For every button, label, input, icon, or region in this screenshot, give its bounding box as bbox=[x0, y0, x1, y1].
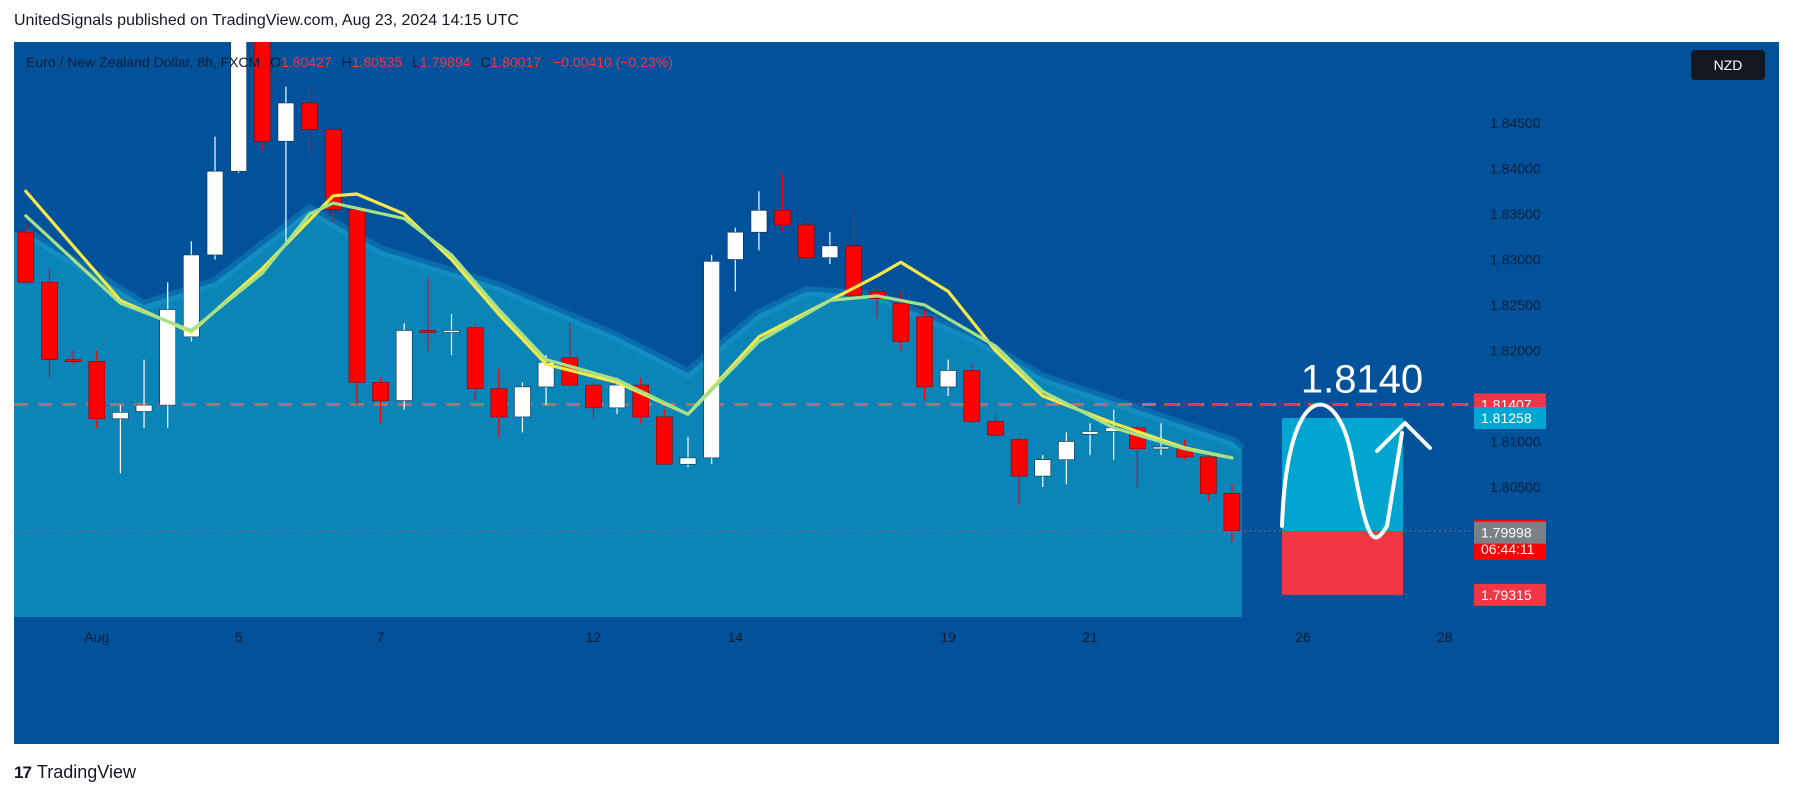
candle-body[interactable] bbox=[348, 209, 366, 383]
candle-body[interactable] bbox=[64, 359, 82, 362]
y-tick-label: 1.83500 bbox=[1490, 206, 1541, 222]
currency-badge[interactable]: NZD bbox=[1691, 50, 1765, 80]
candle-body[interactable] bbox=[135, 404, 153, 412]
candle-body[interactable] bbox=[490, 388, 508, 418]
candle-body[interactable] bbox=[726, 231, 744, 260]
open-label: O bbox=[270, 54, 281, 70]
x-tick-label: 26 bbox=[1295, 629, 1311, 645]
candle-body[interactable] bbox=[443, 330, 460, 333]
y-tick-label: 1.80500 bbox=[1490, 479, 1541, 495]
price-label-box bbox=[1474, 407, 1546, 430]
countdown-label: 06:44:11 bbox=[1481, 541, 1535, 557]
candle-body[interactable] bbox=[987, 421, 1004, 436]
candle-body[interactable] bbox=[159, 309, 176, 406]
close-label: C bbox=[480, 54, 491, 70]
x-tick-label: 7 bbox=[377, 629, 385, 645]
candle-body[interactable] bbox=[372, 382, 389, 401]
symbol-legend: Euro / New Zealand Dollar, 8h, FXCM O1.8… bbox=[26, 54, 673, 70]
candle-body[interactable] bbox=[1223, 493, 1241, 531]
candle-body[interactable] bbox=[301, 102, 318, 130]
price-label-text: 1.81258 bbox=[1481, 410, 1532, 426]
publisher-line: UnitedSignals published on TradingView.c… bbox=[14, 12, 519, 29]
candle-body[interactable] bbox=[41, 281, 58, 360]
candle-body[interactable] bbox=[1200, 456, 1217, 494]
candle-body[interactable] bbox=[324, 129, 342, 210]
candle-body[interactable] bbox=[466, 327, 484, 390]
green-moving-average bbox=[24, 201, 1234, 460]
arrow-up-icon bbox=[1375, 421, 1432, 454]
candle-body[interactable] bbox=[916, 316, 933, 388]
candle-body[interactable] bbox=[183, 254, 200, 338]
candle-body[interactable] bbox=[774, 210, 791, 226]
price-label-box bbox=[1474, 583, 1546, 606]
candle-body[interactable] bbox=[585, 384, 602, 409]
candle-body[interactable] bbox=[17, 231, 35, 283]
candle-body[interactable] bbox=[230, 42, 247, 172]
candle-body[interactable] bbox=[821, 245, 839, 258]
x-tick-label: 28 bbox=[1437, 629, 1453, 645]
x-tick-label: 19 bbox=[940, 629, 956, 645]
candle-body[interactable] bbox=[1058, 441, 1075, 461]
candle-body[interactable] bbox=[797, 224, 815, 258]
price-label-text: 1.79998 bbox=[1481, 525, 1532, 541]
candle-body[interactable] bbox=[939, 370, 957, 388]
x-tick-label: 14 bbox=[728, 629, 744, 645]
candle-body[interactable] bbox=[656, 416, 673, 465]
candle-body[interactable] bbox=[254, 42, 271, 142]
candle-body[interactable] bbox=[277, 102, 295, 142]
y-tick-label: 1.83000 bbox=[1490, 252, 1541, 268]
candle-body[interactable] bbox=[1152, 446, 1170, 450]
candle-body[interactable] bbox=[608, 384, 626, 409]
y-tick-label: 1.82000 bbox=[1490, 343, 1541, 359]
y-tick-label: 1.81000 bbox=[1490, 434, 1541, 450]
x-axis-strip bbox=[14, 617, 1779, 744]
price-chart[interactable]: 1.8140 1.84500 1.84000 1.83500 1.83000 1.8250… bbox=[14, 42, 1779, 744]
candle-body[interactable] bbox=[1010, 439, 1028, 477]
candle-body[interactable] bbox=[679, 457, 697, 465]
candle-body[interactable] bbox=[1081, 431, 1099, 435]
candle-body[interactable] bbox=[112, 412, 129, 420]
x-tick-label: 21 bbox=[1082, 629, 1098, 645]
x-tick-label: 5 bbox=[235, 629, 243, 645]
x-tick-label: 12 bbox=[586, 629, 602, 645]
area-fill bbox=[14, 209, 1242, 617]
tradingview-logo-icon: 17 bbox=[14, 762, 32, 782]
close-value: 1.80017 bbox=[490, 54, 542, 70]
candle-body[interactable] bbox=[1034, 459, 1052, 477]
footer-brand[interactable]: 17 TradingView bbox=[14, 762, 136, 783]
candle-body[interactable] bbox=[963, 370, 981, 422]
envelope-band bbox=[23, 203, 1246, 454]
price-label-box bbox=[1474, 521, 1546, 544]
y-tick-label: 1.84000 bbox=[1490, 161, 1541, 177]
low-label: L bbox=[412, 54, 420, 70]
candle-body[interactable] bbox=[750, 210, 768, 233]
candle-body[interactable] bbox=[514, 386, 531, 418]
candle-body[interactable] bbox=[419, 330, 437, 333]
high-value: 1.80535 bbox=[351, 54, 403, 70]
high-label: H bbox=[341, 54, 352, 70]
open-value: 1.80427 bbox=[281, 54, 332, 70]
candle-body[interactable] bbox=[395, 330, 413, 401]
brand-name: TradingView bbox=[36, 762, 136, 782]
stop-zone-box[interactable] bbox=[1282, 530, 1403, 595]
change-value: −0.00410 (−0.23%) bbox=[553, 54, 673, 70]
price-label-text: 1.79315 bbox=[1481, 587, 1532, 603]
candle-body[interactable] bbox=[206, 170, 224, 256]
target-zone-box[interactable] bbox=[1282, 418, 1403, 531]
candle-body[interactable] bbox=[703, 261, 720, 459]
y-tick-label: 1.82500 bbox=[1490, 297, 1541, 313]
chart-panel[interactable]: 1.8140 1.84500 1.84000 1.83500 1.83000 1.8250… bbox=[14, 42, 1779, 744]
target-annotation: 1.8140 bbox=[1301, 357, 1423, 401]
candle-body[interactable] bbox=[892, 302, 910, 342]
candle-body[interactable] bbox=[88, 361, 106, 420]
x-tick-label: Aug bbox=[84, 629, 109, 645]
low-value: 1.79894 bbox=[419, 54, 471, 70]
candle-body[interactable] bbox=[845, 245, 862, 297]
projection-path bbox=[1280, 402, 1404, 540]
y-tick-label: 1.84500 bbox=[1490, 115, 1541, 131]
symbol-name: Euro / New Zealand Dollar, 8h, FXCM bbox=[26, 54, 261, 70]
